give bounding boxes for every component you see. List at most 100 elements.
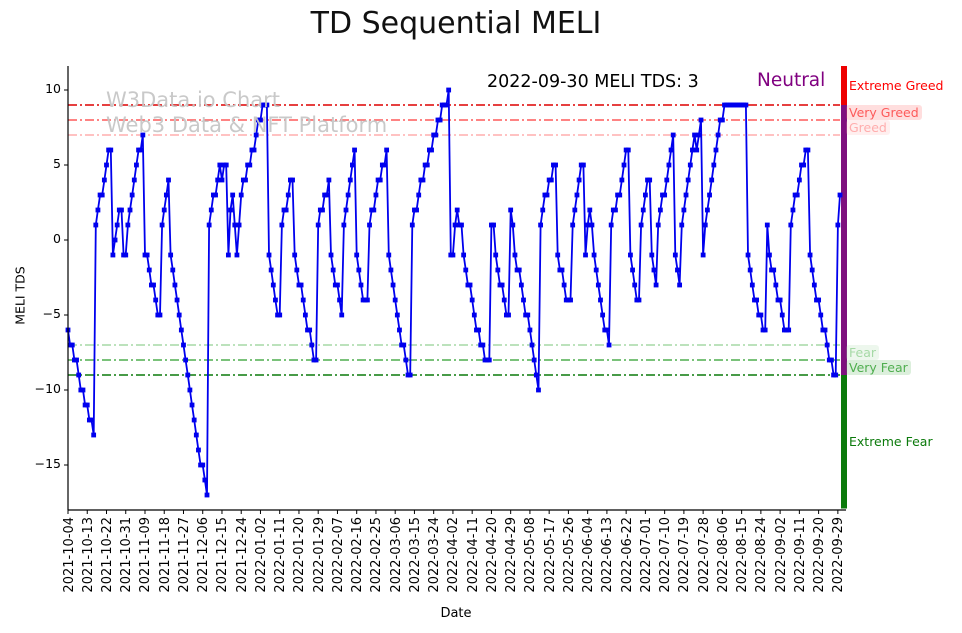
data-point-marker [384, 147, 390, 153]
data-point-marker [685, 177, 691, 183]
x-tick-label: 2021-12-24 [234, 517, 250, 593]
data-point-marker [709, 177, 715, 183]
data-point-marker [416, 192, 422, 198]
data-point-marker [125, 222, 131, 228]
data-point-marker [625, 147, 631, 153]
data-point-marker [104, 162, 109, 168]
data-point-marker [187, 387, 193, 393]
zone-label: Fear [846, 344, 879, 360]
data-point-marker [251, 147, 257, 153]
data-point-marker [621, 162, 627, 168]
data-point-marker [283, 207, 289, 213]
data-point-marker [501, 297, 507, 303]
data-point-marker [463, 267, 469, 273]
data-point-marker [409, 222, 415, 228]
page-title: TD Sequential MELI [310, 6, 602, 41]
data-point-marker [219, 177, 225, 183]
data-point-marker [157, 312, 163, 318]
x-tick-label: 2022-09-11 [792, 517, 808, 593]
data-point-marker [690, 147, 695, 153]
x-tick-label: 2022-04-11 [465, 517, 481, 593]
data-point-marker [159, 222, 165, 228]
data-point-marker [576, 177, 582, 183]
data-point-marker [683, 192, 689, 198]
data-point-marker [628, 252, 633, 258]
data-point-marker [429, 147, 434, 153]
x-tick-label: 2021-11-27 [176, 517, 192, 593]
data-point-marker [300, 297, 306, 303]
data-point-marker [762, 327, 768, 333]
data-point-marker [234, 252, 240, 258]
data-point-marker [76, 372, 82, 378]
data-point-marker [587, 207, 593, 213]
data-point-marker [527, 327, 533, 333]
data-point-marker [414, 207, 419, 213]
data-point-marker [243, 177, 248, 183]
data-point-marker [225, 252, 231, 258]
data-point-marker [538, 222, 544, 228]
data-point-marker [533, 372, 539, 378]
zone-label: Extreme Greed [849, 77, 944, 93]
data-point-marker [745, 252, 751, 258]
data-point-marker [298, 282, 304, 288]
data-point-marker [692, 132, 697, 138]
data-point-marker [657, 207, 663, 213]
data-point-marker [144, 252, 150, 258]
zone-label: Extreme Fear [849, 433, 933, 449]
sentiment-zone-bar [841, 375, 847, 509]
data-point-marker [758, 312, 764, 318]
x-tick-label: 2022-07-01 [638, 517, 654, 593]
data-point-marker [531, 357, 537, 363]
data-point-marker [69, 342, 75, 348]
data-point-marker [290, 177, 295, 183]
data-point-marker [127, 207, 133, 213]
data-point-marker [595, 282, 601, 288]
data-point-marker [649, 252, 655, 258]
x-tick-label: 2022-03-06 [388, 517, 404, 593]
data-point-marker [153, 297, 159, 303]
data-point-marker [510, 222, 516, 228]
data-point-marker [388, 267, 394, 273]
data-point-marker [89, 417, 94, 423]
data-point-marker [84, 402, 90, 408]
data-point-marker [833, 372, 839, 378]
data-point-marker [707, 192, 712, 198]
data-point-marker [200, 462, 206, 468]
y-tick-label: 10 [45, 81, 61, 96]
data-point-marker [170, 267, 176, 273]
data-point-marker [796, 177, 802, 183]
zone-label: Very Greed [846, 104, 922, 120]
data-point-marker [630, 267, 635, 273]
data-point-marker [140, 132, 146, 138]
data-point-marker [459, 222, 464, 228]
data-point-marker [74, 357, 79, 363]
status-badge: Neutral [757, 70, 826, 91]
x-tick-label: 2021-10-04 [61, 517, 77, 593]
y-tick-label: −5 [42, 306, 61, 321]
data-point-marker [471, 312, 477, 318]
data-point-marker [767, 252, 772, 258]
data-point-marker [679, 222, 685, 228]
x-tick-label: 2022-06-13 [600, 517, 616, 593]
data-point-marker [189, 402, 195, 408]
data-point-marker [110, 252, 116, 258]
x-tick-label: 2021-12-15 [215, 517, 231, 593]
data-point-marker [324, 192, 330, 198]
y-tick-label: −15 [34, 456, 61, 471]
data-point-marker [700, 252, 706, 258]
x-tick-label: 2022-06-22 [619, 517, 635, 593]
data-point-marker [345, 192, 351, 198]
x-axis-title: Date [440, 606, 472, 621]
data-point-marker [134, 162, 139, 168]
x-tick-label: 2022-06-04 [581, 517, 597, 593]
data-point-marker [604, 327, 610, 333]
data-point-marker [253, 132, 259, 138]
data-point-marker [176, 312, 182, 318]
data-point-marker [446, 87, 452, 93]
x-tick-label: 2022-08-06 [715, 517, 731, 593]
data-point-marker [131, 177, 137, 183]
data-point-marker [764, 222, 770, 228]
y-tick-label: 0 [53, 231, 61, 246]
